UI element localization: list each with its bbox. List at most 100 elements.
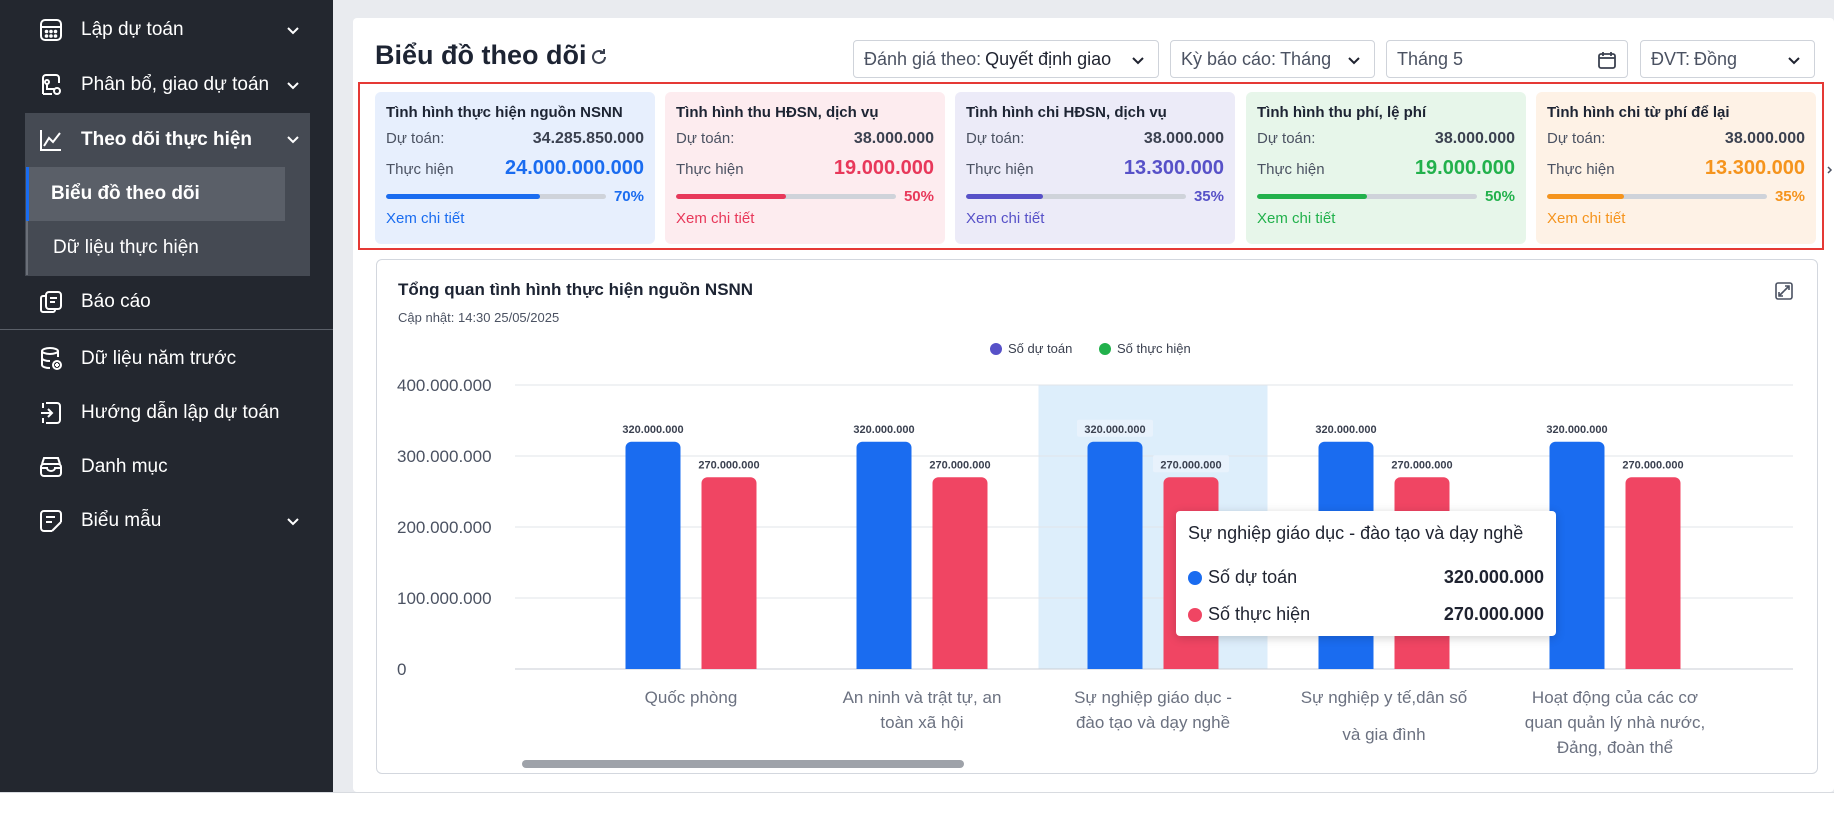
bar bbox=[1549, 441, 1605, 669]
chevron-down-icon bbox=[1348, 57, 1360, 65]
card-percent: 35% bbox=[1774, 187, 1805, 205]
progress-fill bbox=[966, 193, 1043, 199]
sidebar-subitem-label: Biểu đồ theo dõi bbox=[51, 183, 200, 204]
x-category-label: và gia đình bbox=[1342, 725, 1425, 744]
sidebar-item-danh-muc[interactable]: Danh mục bbox=[25, 441, 310, 493]
data-label: 270.000.000 bbox=[1160, 459, 1221, 471]
sidebar-item-bao-cao[interactable]: Báo cáo bbox=[25, 276, 310, 328]
y-tick-label: 100.000.000 bbox=[397, 589, 492, 608]
legend-dot bbox=[1099, 342, 1111, 355]
tooltip-dot bbox=[1188, 570, 1202, 585]
card-detail-link[interactable]: Xem chi tiết bbox=[386, 210, 465, 227]
summary-card: Tình hình thu HĐSN, dịch vụ Dự toán: 38.0… bbox=[665, 92, 945, 244]
card-title: Tình hình chi HĐSN, dịch vụ bbox=[966, 104, 1167, 121]
evaluate-select[interactable]: Đánh giá theo: Quyết định giao bbox=[853, 40, 1159, 78]
catalog-icon bbox=[37, 453, 65, 481]
progress-fill bbox=[386, 193, 540, 199]
data-label-bg bbox=[1153, 455, 1229, 473]
card-actual-label: Thực hiện bbox=[676, 161, 744, 178]
cards-scroll-right-icon[interactable] bbox=[1826, 164, 1834, 176]
period-value: Tháng bbox=[1280, 48, 1332, 69]
tooltip-row: Số dự toán 320.000.000 bbox=[1188, 559, 1544, 596]
progress-track bbox=[966, 193, 1186, 199]
card-progress: 50% bbox=[1257, 184, 1515, 208]
bar bbox=[932, 477, 988, 669]
month-picker[interactable]: Tháng 5 bbox=[1386, 40, 1628, 78]
chart-horizontal-scrollbar[interactable] bbox=[522, 760, 964, 768]
card-estimate-value: 38.000.000 bbox=[853, 130, 934, 147]
summary-card: Tình hình chi HĐSN, dịch vụ Dự toán: 38.0… bbox=[955, 92, 1235, 244]
unit-value: Đồng bbox=[1694, 48, 1738, 69]
sidebar-item-label: Danh mục bbox=[81, 456, 168, 477]
card-percent: 35% bbox=[1193, 187, 1224, 205]
sidebar-item-label: Theo dõi thực hiện bbox=[81, 128, 253, 150]
progress-track bbox=[386, 193, 606, 199]
tooltip-value: 320.000.000 bbox=[1443, 567, 1544, 587]
progress-track bbox=[676, 193, 896, 199]
sidebar-item-theo-doi[interactable]: Theo dõi thực hiện bbox=[25, 113, 310, 166]
unit-select[interactable]: ĐVT: Đồng bbox=[1640, 40, 1815, 78]
card-actual-value: 13.300.000 bbox=[1123, 157, 1224, 179]
chart-tooltip: Sự nghiệp giáo dục - đào tạo và dạy nghề… bbox=[1176, 511, 1556, 636]
sidebar-subitem-du-lieu[interactable]: Dữ liệu thực hiện bbox=[26, 221, 285, 275]
data-label: 320.000.000 bbox=[622, 424, 683, 436]
legend-label: Số thực hiện bbox=[1117, 341, 1191, 356]
sidebar-item-lap-du-toan[interactable]: Lập dự toán bbox=[25, 4, 310, 56]
chart-line-icon bbox=[37, 126, 65, 154]
sidebar-item-bieu-mau[interactable]: Biểu mẫu bbox=[25, 495, 310, 547]
sidebar-item-label: Lập dự toán bbox=[81, 19, 184, 40]
chevron-down-icon bbox=[287, 518, 299, 526]
tooltip-value: 270.000.000 bbox=[1443, 604, 1544, 624]
period-select[interactable]: Kỳ báo cáo: Tháng bbox=[1170, 40, 1375, 78]
month-value: Tháng 5 bbox=[1397, 48, 1464, 69]
y-tick-label: 0 bbox=[397, 660, 406, 679]
sidebar-subitem-bieu-do[interactable]: Biểu đồ theo dõi bbox=[26, 167, 285, 221]
sidebar-item-huong-dan[interactable]: Hướng dẫn lập dự toán bbox=[25, 387, 310, 439]
sidebar-item-label: Hướng dẫn lập dự toán bbox=[81, 402, 280, 423]
legend-label: Số dự toán bbox=[1008, 341, 1073, 356]
card-actual-label: Thực hiện bbox=[386, 161, 454, 178]
tooltip-title: Sự nghiệp giáo dục - đào tạo và dạy nghề bbox=[1188, 523, 1524, 543]
card-estimate-value: 34.285.850.000 bbox=[532, 130, 644, 147]
legend-item-du-toan[interactable]: Số dự toán bbox=[990, 341, 1072, 356]
x-category-label: toàn xã hội bbox=[880, 713, 963, 732]
chevron-down-icon bbox=[287, 27, 299, 35]
card-detail-link[interactable]: Xem chi tiết bbox=[676, 210, 755, 227]
data-label: 270.000.000 bbox=[929, 459, 990, 471]
calculator-icon bbox=[37, 16, 65, 44]
evaluate-value: Quyết định giao bbox=[985, 48, 1112, 69]
report-icon bbox=[37, 288, 65, 316]
summary-card: Tình hình chi từ phí để lại Dự toán: 38.0… bbox=[1536, 92, 1816, 244]
progress-track bbox=[1547, 193, 1767, 199]
chart-updated-time: Cập nhật: 14:30 25/05/2025 bbox=[398, 310, 560, 325]
x-category-label: Đảng, đoàn thể bbox=[1557, 738, 1673, 757]
refresh-icon[interactable] bbox=[588, 46, 610, 68]
card-title: Tình hình chi từ phí để lại bbox=[1547, 104, 1730, 121]
card-estimate-value: 38.000.000 bbox=[1143, 130, 1224, 147]
data-label-bg bbox=[1077, 419, 1153, 437]
card-percent: 50% bbox=[1484, 187, 1515, 205]
bar bbox=[1087, 441, 1143, 669]
sidebar-item-du-lieu-nam-truoc[interactable]: Dữ liệu năm trước bbox=[25, 333, 310, 385]
expand-icon[interactable] bbox=[1774, 281, 1794, 301]
legend-item-thuc-hien[interactable]: Số thực hiện bbox=[1099, 341, 1191, 356]
page-title: Biểu đồ theo dõi bbox=[375, 40, 587, 70]
card-actual-label: Thực hiện bbox=[966, 161, 1034, 178]
sidebar-item-label: Dữ liệu năm trước bbox=[81, 348, 237, 369]
card-detail-link[interactable]: Xem chi tiết bbox=[966, 210, 1045, 227]
card-detail-link[interactable]: Xem chi tiết bbox=[1547, 210, 1626, 227]
evaluate-label: Đánh giá theo: bbox=[864, 48, 982, 69]
legend-dot bbox=[990, 342, 1002, 355]
card-detail-link[interactable]: Xem chi tiết bbox=[1257, 210, 1336, 227]
y-tick-label: 400.000.000 bbox=[397, 376, 492, 395]
summary-card: Tình hình thực hiện nguồn NSNN Dự toán: 3… bbox=[375, 92, 655, 244]
progress-fill bbox=[676, 193, 786, 199]
progress-fill bbox=[1257, 193, 1367, 199]
y-tick-label: 200.000.000 bbox=[397, 518, 492, 537]
data-label: 270.000.000 bbox=[698, 459, 759, 471]
chevron-down-icon bbox=[287, 136, 299, 144]
sidebar-item-phan-bo[interactable]: Phân bổ, giao dự toán bbox=[25, 59, 310, 111]
progress-fill bbox=[1547, 193, 1624, 199]
data-label: 320.000.000 bbox=[1084, 424, 1145, 436]
